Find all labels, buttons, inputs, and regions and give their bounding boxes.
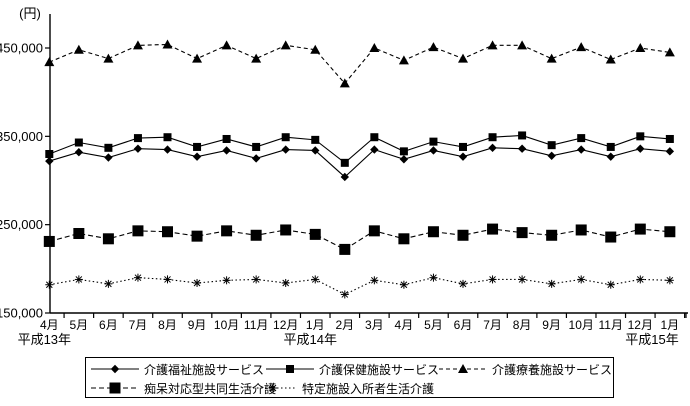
- series-0: [45, 143, 675, 182]
- legend-item-kaigo-hoken: 介護保健施設サービス: [265, 360, 439, 378]
- x-tick-label: 7月: [129, 318, 148, 332]
- x-tick-label: 6月: [454, 318, 473, 332]
- legend-line-sample-triangle: [439, 364, 487, 373]
- x-tick-label: 8月: [513, 318, 532, 332]
- x-tick-label: 9月: [188, 318, 207, 332]
- x-tick-label: 3月: [365, 318, 384, 332]
- labels-layer: 450,000 350,000 250,000 150,000 (円) 4月 5月 6月 7月 8…: [0, 6, 679, 347]
- legend-label: 介護保健施設サービス: [319, 362, 440, 377]
- legend-line-sample-diamond: [91, 364, 139, 374]
- legend: 介護福祉施設サービス 介護保健施設サービス 介護療養施設サービス 痴呆対応型共同…: [85, 357, 614, 398]
- legend-label: 介護福祉施設サービス: [144, 362, 265, 377]
- x-tick-label: 10月: [214, 318, 239, 332]
- x-tick-label: 5月: [424, 318, 443, 332]
- legend-item-kaigo-ryoyo: 介護療養施設サービス: [438, 360, 612, 378]
- x-tick-label: 1月: [661, 318, 680, 332]
- axes-layer: [45, 14, 688, 318]
- legend-row-2: 痴呆対応型共同生活介護 特定施設入所者生活介護: [86, 379, 613, 397]
- series-2: [44, 39, 675, 88]
- x-tick-label: 8月: [158, 318, 177, 332]
- y-tick-label: 450,000: [0, 41, 43, 56]
- era-label: 平成14年: [284, 332, 337, 347]
- era-label: 平成15年: [625, 332, 678, 347]
- x-tick-label: 7月: [483, 318, 502, 332]
- series-3: [43, 223, 676, 255]
- x-tick-label: 10月: [569, 318, 594, 332]
- legend-line-sample-square-large: [91, 382, 139, 394]
- x-tick-label: 12月: [273, 318, 298, 332]
- x-tick-label: 11月: [244, 318, 268, 332]
- legend-label: 介護療養施設サービス: [492, 362, 613, 377]
- legend-item-tokutei-nyusho: 特定施設入所者生活介護: [248, 379, 434, 397]
- x-tick-label: 6月: [99, 318, 118, 332]
- x-tick-label: 12月: [628, 318, 653, 332]
- x-tick-label: 5月: [70, 318, 89, 332]
- x-tick-label: 2月: [335, 318, 354, 332]
- y-tick-label: 250,000: [0, 217, 43, 232]
- series-1: [45, 131, 674, 167]
- legend-label: 痴呆対応型共同生活介護: [144, 381, 277, 396]
- legend-item-kaigo-fukushi: 介護福祉施設サービス: [90, 360, 264, 378]
- era-label: 平成13年: [18, 332, 71, 347]
- y-tick-label: 350,000: [0, 129, 43, 144]
- x-tick-label: 4月: [40, 318, 59, 332]
- y-axis-unit-label: (円): [19, 6, 41, 21]
- y-tick-label: 150,000: [0, 306, 43, 321]
- x-tick-label: 1月: [306, 318, 325, 332]
- series-layer: [43, 39, 676, 299]
- legend-label: 特定施設入所者生活介護: [302, 381, 435, 396]
- x-tick-label: 9月: [542, 318, 561, 332]
- legend-line-sample-square: [266, 365, 314, 373]
- legend-item-chiho-kyodo: 痴呆対応型共同生活介護: [90, 379, 276, 397]
- legend-row-1: 介護福祉施設サービス 介護保健施設サービス 介護療養施設サービス: [86, 360, 613, 378]
- series-4: [45, 273, 674, 299]
- x-tick-label: 11月: [599, 318, 623, 332]
- x-tick-label: 4月: [395, 318, 414, 332]
- legend-line-sample-asterisk: [249, 384, 297, 392]
